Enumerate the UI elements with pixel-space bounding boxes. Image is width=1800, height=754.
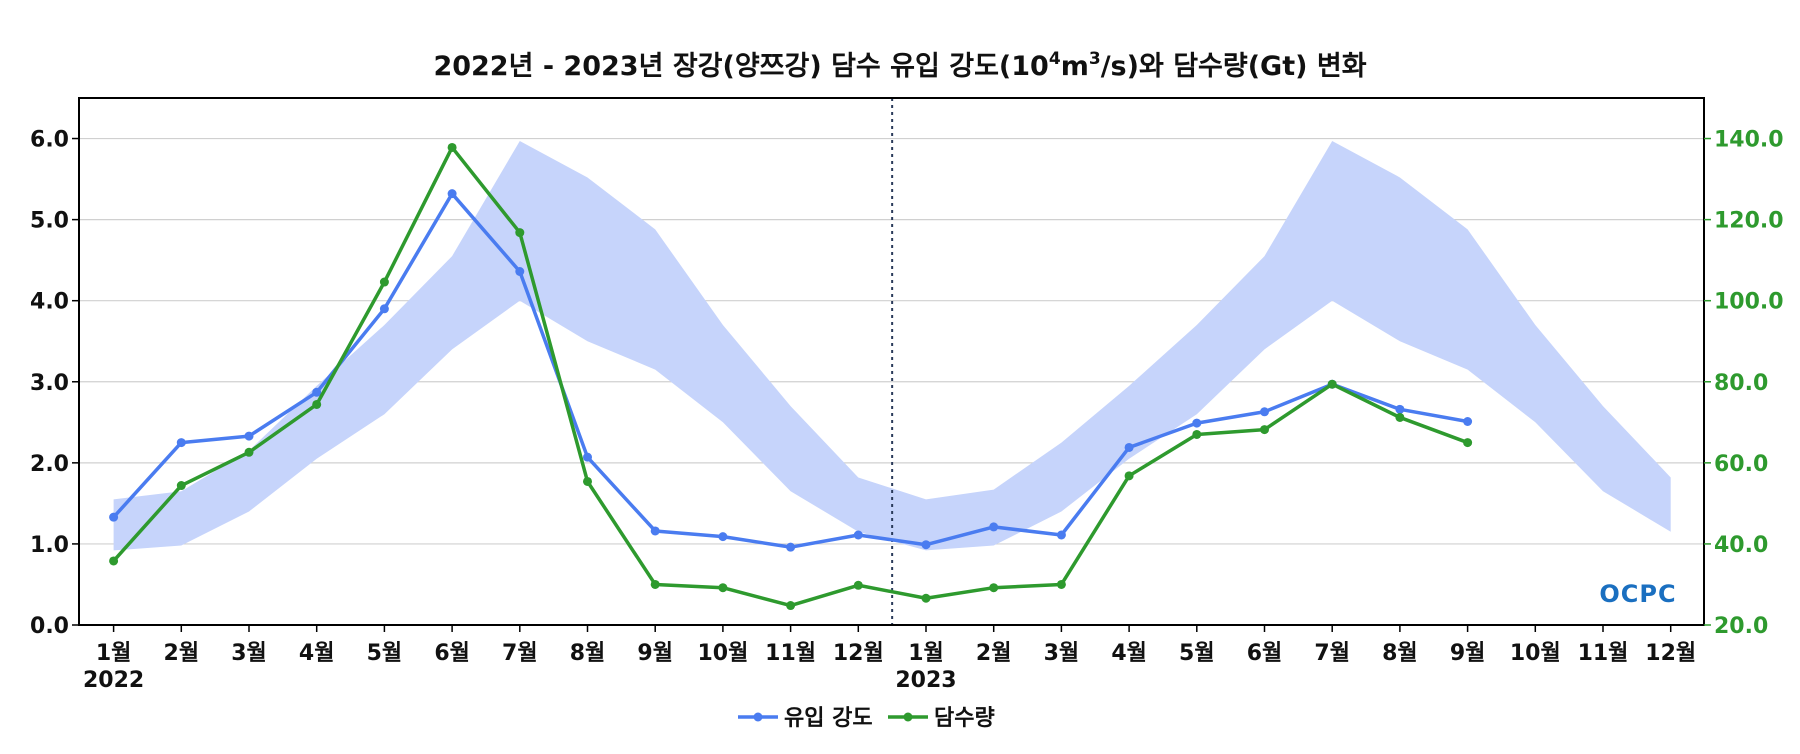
y-right-tick-label: 120.0 [1714,209,1784,234]
x-tick-label: 2월 [164,641,200,666]
x-tick-label: 5월 [367,641,403,666]
year-label: 2023 [895,668,956,693]
y-left-tick-label: 4.0 [30,290,69,315]
data-point [1463,438,1473,448]
data-point [1395,412,1405,422]
data-point [650,526,660,536]
data-point [989,583,999,593]
x-tick-label: 10월 [1510,641,1561,666]
x-tick-label: 3월 [1044,641,1080,666]
y-right-tick-label: 20.0 [1714,614,1768,639]
y-right-tick-label: 60.0 [1714,452,1768,477]
data-point [786,601,796,611]
series-line [112,191,1468,549]
data-point [1056,579,1066,589]
data-point [718,532,728,542]
data-point [109,512,119,522]
y-left-tick-label: 5.0 [30,209,69,234]
chart-title: 2022년 - 2023년 장강(양쯔강) 담수 유입 강도(104m3/s)와… [433,49,1366,82]
data-point [515,228,525,238]
series-inflow-intensity [109,189,1473,552]
data-point [1327,379,1337,389]
y-left-tick-label: 1.0 [30,533,69,558]
x-tick-label: 11월 [1578,641,1629,666]
x-tick-label: 6월 [434,641,470,666]
climatology-band [113,140,1671,551]
x-tick-label: 1월 [908,641,944,666]
data-point [447,189,457,199]
y-right-tick-label: 40.0 [1714,533,1768,558]
y-right-tick-label: 80.0 [1714,371,1768,396]
y-left-tick-label: 3.0 [30,371,69,396]
x-tick-label: 11월 [765,641,816,666]
legend: 유입 강도 담수량 [738,706,995,731]
x-tick-label: 3월 [231,641,267,666]
legend-marker [753,712,763,722]
x-tick-label: 7월 [1314,641,1350,666]
x-tick-label: 4월 [299,641,335,666]
series-freshwater-volume [109,142,1473,611]
x-tick-label: 10월 [697,641,748,666]
legend-label: 유입 강도 [784,706,873,731]
data-point [650,579,660,589]
data-point [853,530,863,540]
data-point [379,304,389,314]
legend-label: 담수량 [934,706,995,731]
y-left-tick-label: 2.0 [30,452,69,477]
data-point [921,540,931,550]
data-point [312,399,322,409]
data-point [853,580,863,590]
data-point [176,438,186,448]
x-tick-label: 8월 [570,641,606,666]
svg-text:OCPC: OCPC [1599,580,1676,608]
data-point [1192,429,1202,439]
y-left-tick-label: 6.0 [30,128,69,153]
data-point [1463,416,1473,426]
data-point [921,593,931,603]
x-tick-label: 1월 [96,641,132,666]
x-tick-label: 7월 [502,641,538,666]
series-line [112,145,1469,608]
data-point [583,476,592,486]
data-point [1124,471,1134,481]
x-tick-label: 12월 [833,641,884,666]
data-point [786,542,796,552]
x-tick-label: 8월 [1382,641,1418,666]
x-tick-label: 5월 [1179,641,1215,666]
legend-marker [903,712,913,722]
data-point [583,452,592,462]
data-point [1192,418,1202,428]
y-right-tick-label: 140.0 [1714,128,1784,153]
data-point [244,431,254,441]
x-tick-label: 6월 [1247,641,1283,666]
x-tick-label: 12월 [1645,641,1696,666]
year-label: 2022 [83,668,144,693]
data-point [515,267,525,277]
x-tick-label: 9월 [1450,641,1486,666]
data-point [1124,442,1134,452]
data-point [176,481,186,491]
data-point [989,522,999,532]
data-point [1056,530,1066,540]
x-tick-label: 9월 [637,641,673,666]
y-right-tick-label: 100.0 [1714,290,1784,315]
plot-frame [78,97,1705,626]
data-point [1260,425,1269,435]
data-point [447,142,457,152]
data-point [244,447,254,457]
data-point [312,387,322,397]
data-point [109,556,119,566]
x-tick-label: 4월 [1111,641,1147,666]
data-point [379,277,389,287]
data-point [718,583,728,593]
y-left-tick-label: 0.0 [30,614,69,639]
data-point [1395,404,1405,414]
x-tick-label: 2월 [976,641,1012,666]
ocpc-logo: OCPC [1599,580,1676,608]
data-point [1260,407,1269,417]
